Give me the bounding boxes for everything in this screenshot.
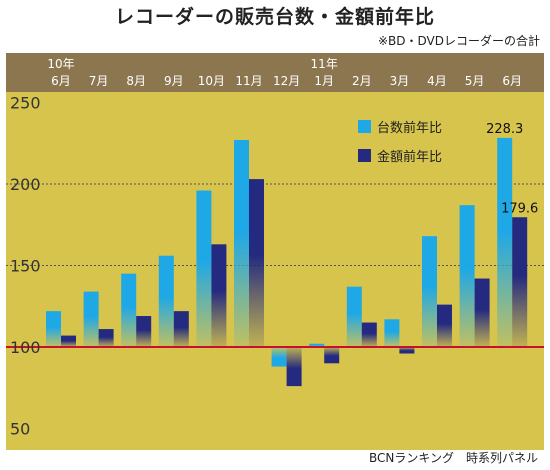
amount-bar-9 bbox=[399, 347, 415, 354]
month-label: 6月 bbox=[51, 74, 71, 88]
legend-swatch bbox=[358, 149, 371, 162]
amount-bar-1 bbox=[98, 329, 114, 347]
bars bbox=[6, 137, 544, 387]
month-label: 1月 bbox=[314, 74, 334, 88]
month-labels: 10年 6月 7月 8月 9月 10月 11月 12月 11年 1月 2月 3月 4月 5月 6月 bbox=[47, 57, 522, 88]
units-bar-1 bbox=[83, 291, 99, 347]
units-bar-12 bbox=[497, 137, 513, 347]
month-label: 2月 bbox=[352, 74, 372, 88]
month-label: 10月 bbox=[198, 74, 225, 88]
source-footer: BCNランキング 時系列パネル bbox=[368, 451, 538, 465]
y-tick-labels: 50 100 150 200 250 bbox=[10, 94, 41, 439]
legend-label: 台数前年比 bbox=[377, 120, 442, 136]
amount-bar-3 bbox=[173, 311, 189, 347]
units-bar-9 bbox=[384, 319, 400, 347]
month-label: 5月 bbox=[465, 74, 485, 88]
units-bar-5 bbox=[234, 139, 249, 347]
legend-label: 金額前年比 bbox=[377, 149, 442, 165]
amount-bar-7 bbox=[324, 347, 340, 364]
month-label: 11月 bbox=[235, 74, 262, 88]
data-label: 179.6 bbox=[501, 201, 538, 216]
units-bar-4 bbox=[196, 190, 212, 347]
y-tick-label: 150 bbox=[10, 257, 41, 276]
amount-bar-0 bbox=[61, 335, 76, 347]
month-label: 9月 bbox=[164, 74, 184, 88]
units-bar-11 bbox=[459, 205, 475, 347]
month-label: 7月 bbox=[89, 74, 109, 88]
y-tick-label: 250 bbox=[10, 94, 41, 113]
month-label: 3月 bbox=[390, 74, 410, 88]
units-bar-0 bbox=[46, 311, 61, 347]
data-label: 228.3 bbox=[486, 122, 523, 137]
plot-background bbox=[6, 53, 544, 450]
chart-title: レコーダーの販売台数・金額前年比 bbox=[114, 6, 435, 28]
amount-bar-5 bbox=[249, 179, 264, 347]
units-bar-3 bbox=[158, 255, 174, 347]
month-header-band bbox=[6, 53, 544, 92]
y-tick-label: 200 bbox=[10, 175, 41, 194]
y-tick-label: 100 bbox=[10, 338, 41, 357]
gridlines bbox=[6, 183, 544, 266]
year-label: 11年 bbox=[311, 57, 338, 71]
month-label: 6月 bbox=[502, 74, 522, 88]
units-bar-10 bbox=[422, 236, 437, 347]
amount-bar-11 bbox=[474, 278, 490, 347]
units-bar-7 bbox=[309, 343, 325, 347]
y-tick-label: 50 bbox=[10, 420, 30, 439]
month-label: 8月 bbox=[126, 74, 146, 88]
chart-subtitle: ※BD・DVDレコーダーの合計 bbox=[377, 34, 540, 48]
units-bar-8 bbox=[346, 286, 362, 347]
amount-bar-8 bbox=[361, 322, 377, 347]
month-label: 4月 bbox=[427, 74, 447, 88]
amount-bar-6 bbox=[286, 347, 302, 387]
legend-swatch bbox=[358, 120, 371, 133]
month-label: 12月 bbox=[273, 74, 300, 88]
amount-bar-12 bbox=[512, 217, 528, 347]
amount-bar-4 bbox=[211, 244, 227, 347]
units-bar-2 bbox=[121, 273, 137, 347]
year-label: 10年 bbox=[47, 57, 74, 71]
data-labels: 228.3 179.6 bbox=[486, 122, 538, 216]
units-bar-6 bbox=[271, 347, 287, 367]
amount-bar-2 bbox=[136, 316, 152, 347]
amount-bar-10 bbox=[437, 304, 452, 347]
